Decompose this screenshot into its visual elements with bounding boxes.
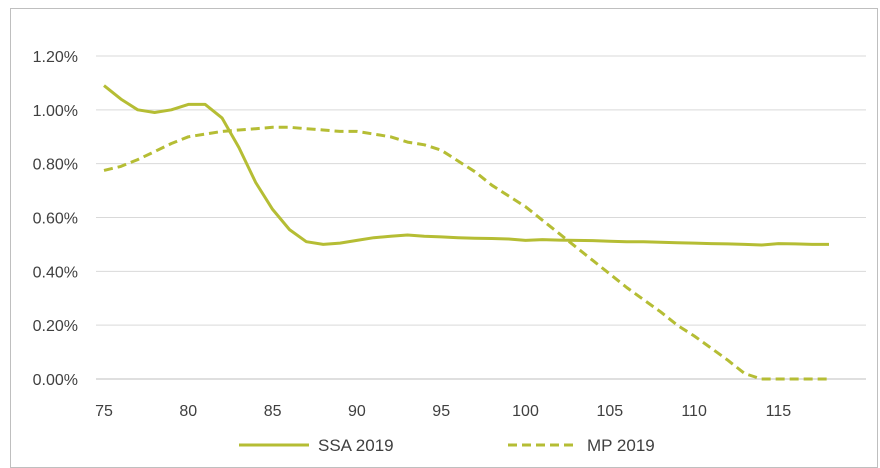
x-tick-labels: 75 80 85 90 95 100 105 110 115 [95,403,791,420]
y-tick-label: 1.00% [33,103,78,120]
legend-label: SSA 2019 [318,436,394,455]
x-tick-label: 90 [348,403,366,420]
legend: SSA 2019 MP 2019 [239,436,655,455]
y-tick-label: 1.20% [33,49,78,66]
x-tick-label: 75 [95,403,113,420]
y-tick-label: 0.60% [33,211,78,228]
gridlines [96,55,866,326]
x-tick-label: 115 [766,403,792,420]
line-chart: 0.00% 0.20% 0.40% 0.60% 0.80% 1.00% 1.20% 75 80… [33,49,866,455]
legend-label: MP 2019 [587,436,655,455]
x-tick-label: 100 [512,403,539,420]
series-line-mp-2019 [103,125,829,381]
y-tick-label: 0.80% [33,157,78,174]
x-tick-label: 85 [264,403,282,420]
y-tick-label: 0.40% [33,264,78,281]
series-line-ssa-2019 [103,84,829,247]
y-tick-labels: 0.00% 0.20% 0.40% 0.60% 0.80% 1.00% 1.20% [33,49,78,389]
x-tick-label: 95 [432,403,450,420]
x-tick-label: 110 [681,403,707,420]
series-lines [103,84,829,381]
y-tick-label: 0.20% [33,318,78,335]
x-tick-label: 80 [179,403,197,420]
y-tick-label: 0.00% [33,372,78,389]
x-tick-label: 105 [596,403,623,420]
